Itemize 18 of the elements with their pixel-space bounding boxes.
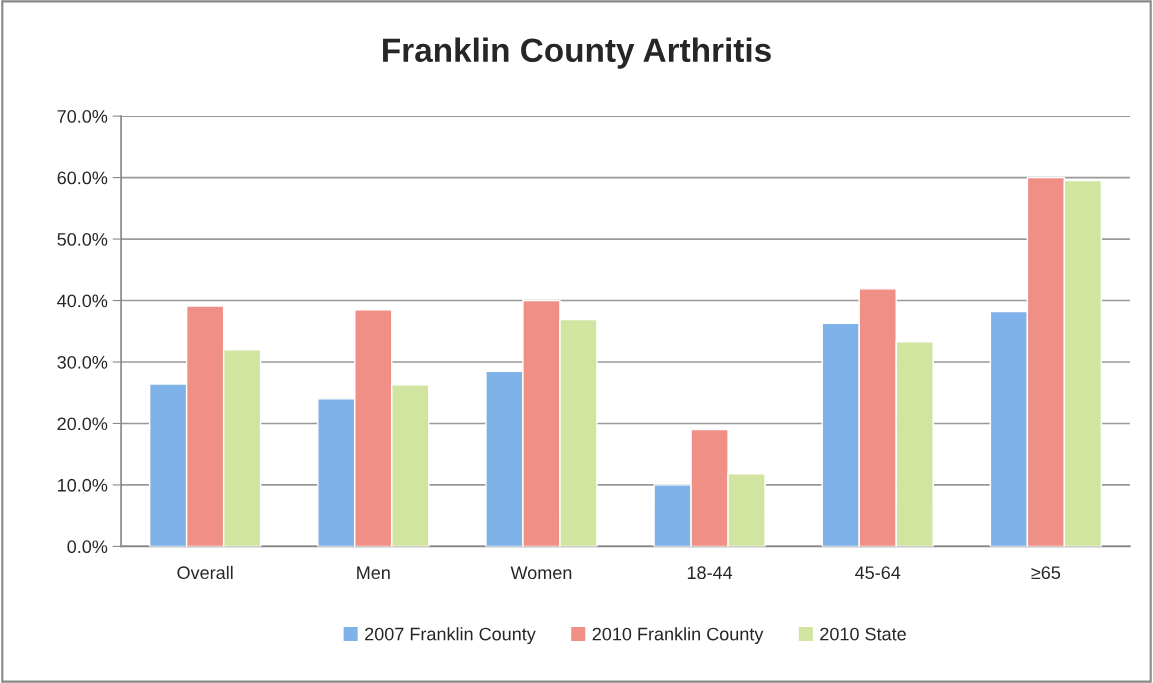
x-tick-label: 45-64 — [855, 566, 901, 580]
y-tick-label: 60.0% — [57, 171, 108, 185]
legend-label: 2010 State — [820, 627, 906, 641]
legend-label: 2007 Franklin County — [365, 627, 536, 645]
y-tick-label: 20.0% — [57, 417, 108, 431]
y-tick-label: 40.0% — [57, 294, 108, 308]
legend-label: 2010 Franklin County — [592, 627, 764, 645]
y-tick-label: 0.0% — [67, 540, 108, 554]
x-tick-label: ≥65 — [1031, 566, 1061, 580]
y-tick-label: 10.0% — [58, 478, 108, 492]
x-tick-label: Overall — [177, 565, 233, 580]
x-tick-label: 18-44 — [687, 566, 733, 580]
y-tick-label: 50.0% — [57, 232, 108, 246]
y-tick-label: 70.0% — [57, 110, 108, 123]
y-tick-label: 30.0% — [57, 355, 108, 369]
x-tick-label: Women — [510, 566, 572, 580]
chart-title: Franklin County Arthritis — [383, 37, 771, 69]
x-tick-label: Men — [357, 566, 390, 580]
